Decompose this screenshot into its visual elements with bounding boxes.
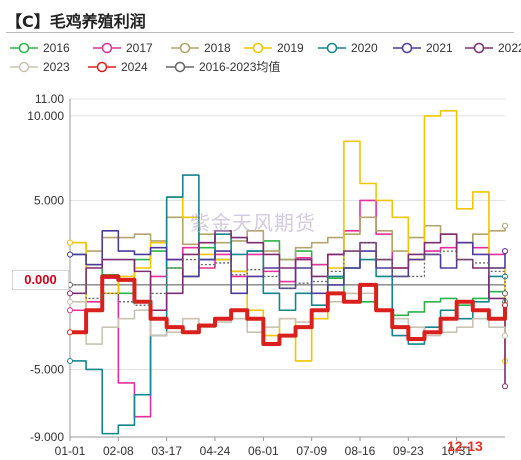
series-end-point [502,332,508,339]
end-date-label: 12-13 [447,438,483,454]
legend-label: 2016 [43,41,70,55]
x-tick-label: 01-01 [55,444,86,458]
series-end-point [502,290,508,297]
series-end-point [502,222,508,229]
series-line-2023 [70,292,506,345]
legend-marker-icon [166,61,194,73]
legend-label: 2024 [121,60,148,74]
legend-marker-icon [88,61,116,73]
legend-marker-icon [244,42,272,54]
series-start-point [67,307,73,314]
series-start-point [67,239,73,246]
legend-marker-icon [465,42,493,54]
legend-label: 2017 [126,41,153,55]
legend-label: 2016-2023均值 [199,60,281,74]
x-tick-label: 02-08 [103,444,134,458]
legend-marker-icon [93,42,121,54]
legend-marker-icon [10,61,38,73]
x-tick-label: 08-16 [345,444,376,458]
x-tick-label: 10-31 [441,444,472,458]
title-divider [6,32,514,33]
chart-title: 【C】毛鸡养殖利润 [6,12,146,31]
y-tick-label: 10.000 [27,109,64,123]
legend-marker-icon [10,42,38,54]
series-line-2018 [70,216,506,261]
legend-label: 2018 [204,41,231,55]
legend-marker-icon [318,42,346,54]
x-tick-label: 09-23 [393,444,424,458]
series-start-point [67,251,73,258]
legend-label: 2021 [426,41,453,55]
series-start-point [67,290,73,297]
series-end-point [502,248,508,255]
x-tick-label: 06-01 [248,444,279,458]
watermark: 紫金天风期货 [190,211,316,235]
series-line-2016-2023均值 [70,242,506,306]
x-tick-label: 04-24 [200,444,231,458]
series-line-2020 [70,174,505,435]
legend-marker-icon [171,42,199,54]
legend-marker-icon [393,42,421,54]
series-end-point [502,383,508,390]
legend-label: 2023 [43,60,70,74]
y-tick-label: -9.000 [30,430,64,444]
x-tick-label: 03-17 [151,444,182,458]
series-start-point [67,357,73,364]
x-tick-label: 07-09 [296,444,327,458]
y-tick-label: -5.000 [30,362,64,376]
series-line-2024 [70,274,507,347]
legend-label: 2020 [351,41,378,55]
y-tick-label: 11.00 [35,92,64,106]
series-end-point [502,302,508,309]
legend-label: 2019 [277,41,304,55]
series-start-point [67,329,73,336]
series-start-point [67,298,73,305]
series-line-2021 [70,230,506,295]
y-tick-label: 5.000 [34,193,64,207]
zero-value-label: 0.000 [12,270,69,290]
